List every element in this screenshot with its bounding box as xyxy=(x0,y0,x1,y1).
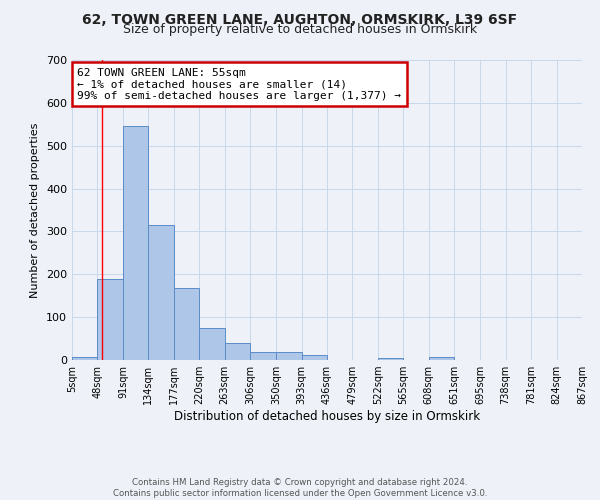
Bar xyxy=(123,126,148,360)
Bar xyxy=(276,352,302,360)
Bar xyxy=(72,356,97,360)
Bar xyxy=(224,343,250,360)
Bar xyxy=(97,278,123,360)
Y-axis label: Number of detached properties: Number of detached properties xyxy=(31,122,40,298)
Text: 62, TOWN GREEN LANE, AUGHTON, ORMSKIRK, L39 6SF: 62, TOWN GREEN LANE, AUGHTON, ORMSKIRK, … xyxy=(82,12,518,26)
Text: Contains HM Land Registry data © Crown copyright and database right 2024.
Contai: Contains HM Land Registry data © Crown c… xyxy=(113,478,487,498)
Bar xyxy=(148,225,174,360)
Text: 62 TOWN GREEN LANE: 55sqm
← 1% of detached houses are smaller (14)
99% of semi-d: 62 TOWN GREEN LANE: 55sqm ← 1% of detach… xyxy=(77,68,401,100)
Bar xyxy=(250,352,276,360)
Bar xyxy=(174,288,199,360)
Text: Size of property relative to detached houses in Ormskirk: Size of property relative to detached ho… xyxy=(123,22,477,36)
X-axis label: Distribution of detached houses by size in Ormskirk: Distribution of detached houses by size … xyxy=(174,410,480,423)
Bar xyxy=(199,328,224,360)
Bar xyxy=(429,356,454,360)
Bar xyxy=(378,358,403,360)
Bar xyxy=(302,355,327,360)
